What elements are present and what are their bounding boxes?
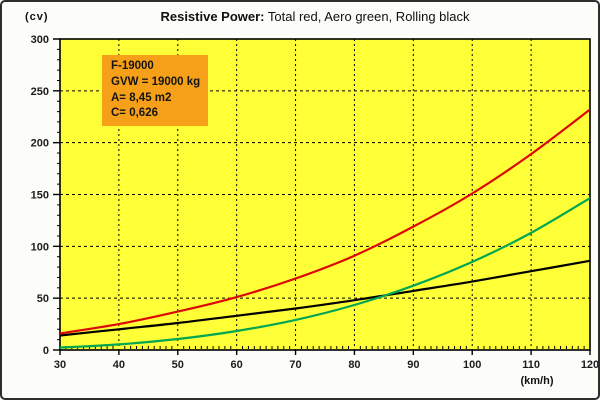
chart-title: Resistive Power: Total red, Aero green, …	[42, 9, 588, 24]
x-tick-label: 40	[113, 359, 125, 371]
series-total-line	[60, 108, 590, 335]
x-tick-label: 120	[581, 359, 599, 371]
y-tick-label: 250	[31, 86, 49, 98]
x-tick-label: 50	[172, 359, 184, 371]
info-line-area: A= 8,45 m2	[111, 91, 172, 104]
series-aero-line	[60, 197, 590, 349]
x-tick-label: 70	[289, 359, 301, 371]
x-tick-label: 30	[54, 359, 66, 371]
chart-title-rest: Total red, Aero green, Rolling black	[264, 9, 470, 24]
info-line-model: F-19000	[111, 60, 154, 72]
vehicle-info-box: F-19000 GVW = 19000 kg A= 8,45 m2 C= 0,6…	[102, 55, 209, 127]
plot-border	[59, 38, 591, 351]
y-tick-label: 200	[31, 138, 49, 150]
series-rolling-line	[60, 259, 590, 337]
x-tick-label: 80	[348, 359, 360, 371]
y-tick-label: 100	[31, 241, 49, 253]
y-tick-label: 50	[37, 293, 49, 305]
info-line-gvw: GVW = 19000 kg	[111, 75, 201, 88]
y-tick-label: 150	[31, 190, 49, 202]
y-tick-label: 0	[43, 345, 49, 357]
info-line-cd: C= 0,626	[111, 107, 158, 120]
x-tick-label: 100	[463, 359, 481, 371]
x-axis-unit-label: (km/h)	[520, 375, 554, 387]
x-tick-label: 60	[231, 359, 243, 371]
y-tick-label: 300	[31, 34, 49, 46]
y-axis-unit-label: (cv)	[25, 11, 49, 23]
chart-title-bold: Resistive Power:	[160, 9, 265, 24]
x-tick-label: 110	[522, 359, 540, 371]
x-tick-label: 90	[407, 359, 419, 371]
